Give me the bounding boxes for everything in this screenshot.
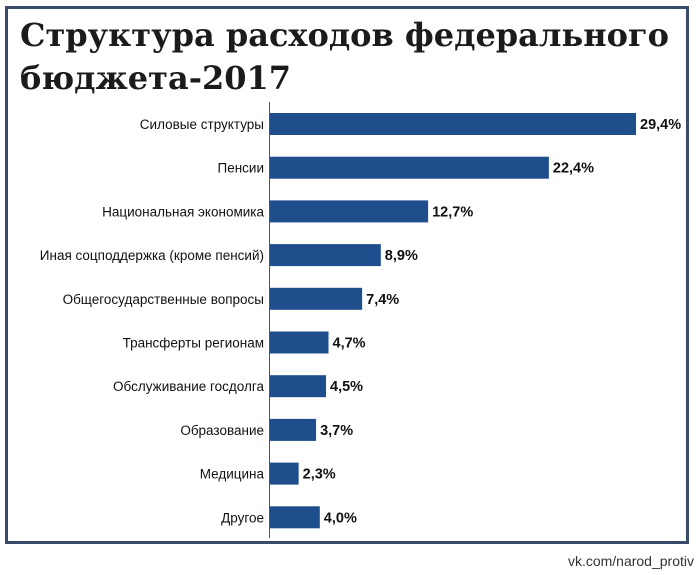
bar: [270, 287, 363, 310]
value-label: 4,0%: [324, 510, 357, 526]
category-label: Иная соцподдержка (кроме пенсий): [40, 248, 264, 263]
bar: [270, 462, 299, 485]
bar: [270, 113, 637, 135]
value-label: 29,4%: [640, 117, 681, 133]
bar: [270, 375, 327, 398]
category-label: Трансферты регионам: [123, 336, 264, 351]
value-label: 12,7%: [432, 204, 473, 220]
value-label: 8,9%: [385, 248, 418, 264]
bar: [270, 156, 549, 179]
bars-group: Силовые структуры 29,4% Пенсии 22,4% Национа…: [40, 113, 681, 529]
chart-frame: [5, 6, 689, 544]
value-label: 7,4%: [366, 292, 399, 308]
bar: [270, 506, 320, 529]
value-label: 2,3%: [303, 467, 336, 483]
bar: [270, 244, 381, 267]
watermark: vk.com/narod_protiv: [567, 553, 694, 569]
category-label: Силовые структуры: [140, 117, 264, 132]
category-label: Медицина: [200, 467, 265, 482]
bar: [270, 331, 329, 354]
category-label: Общегосударственные вопросы: [63, 292, 264, 307]
value-label: 22,4%: [553, 161, 594, 177]
value-label: 4,7%: [333, 336, 366, 352]
category-label: Другое: [221, 510, 264, 525]
bar: [270, 200, 429, 223]
category-label: Обслуживание госдолга: [113, 379, 264, 394]
value-label: 3,7%: [320, 423, 353, 439]
category-label: Пенсии: [218, 161, 265, 176]
category-label: Национальная экономика: [102, 204, 264, 219]
chart-title: Структура расходов федерального бюджета-…: [20, 16, 669, 97]
bar: [270, 418, 317, 441]
category-label: Образование: [180, 423, 264, 438]
value-label: 4,5%: [330, 379, 363, 395]
